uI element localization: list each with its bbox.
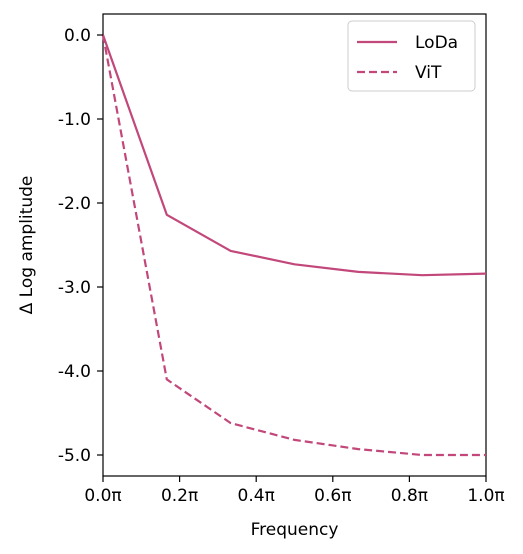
legend-label-loda: LoDa — [415, 33, 458, 53]
series-line-vit — [101, 34, 486, 457]
y-tick-label: -3.0 — [58, 278, 91, 298]
y-tick-label: -5.0 — [58, 446, 91, 466]
x-tick-label: 0.8π — [391, 486, 428, 506]
legend: LoDa ViT — [347, 20, 476, 92]
x-tick-label: 0.6π — [314, 486, 351, 506]
y-axis: 0.0 -1.0 -2.0 -3.0 -4.0 -5.0 — [58, 26, 103, 466]
series-layer — [101, 34, 487, 457]
y-tick-label: 0.0 — [64, 26, 91, 46]
y-tick-label: -2.0 — [58, 194, 91, 214]
x-tick-label: 0.2π — [161, 486, 198, 506]
y-tick-label: -1.0 — [58, 110, 91, 130]
x-tick-label: 1.0π — [467, 486, 504, 506]
legend-box — [347, 20, 476, 92]
x-tick-label: 0.4π — [238, 486, 275, 506]
x-axis-label: Frequency — [251, 520, 339, 540]
plot-frame — [102, 13, 487, 477]
series-line-loda — [101, 34, 487, 277]
legend-label-vit: ViT — [415, 63, 442, 83]
x-tick-label: 0.0π — [84, 486, 121, 506]
y-tick-label: -4.0 — [58, 362, 91, 382]
y-axis-label: Δ Log amplitude — [17, 176, 37, 315]
x-axis: 0.0π 0.2π 0.4π 0.6π 0.8π 1.0π — [84, 476, 505, 506]
